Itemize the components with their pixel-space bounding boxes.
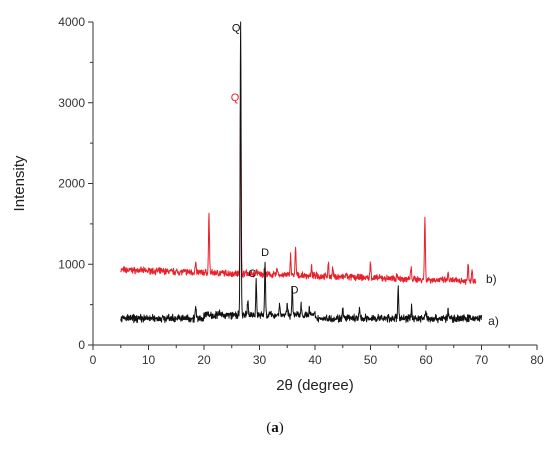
peak-annotation: Q	[231, 92, 240, 104]
y-axis-title: Intensity	[11, 155, 28, 211]
x-tick-label: 10	[142, 353, 156, 367]
figure-caption: (a)	[0, 420, 550, 437]
y-tick-label: 1000	[58, 257, 85, 271]
caption-close: )	[278, 420, 284, 436]
y-tick-label: 0	[78, 338, 85, 352]
series-line-b	[120, 86, 477, 286]
y-tick-label: 3000	[58, 96, 85, 110]
peak-annotation: D	[290, 284, 298, 296]
series-label-b: b)	[486, 272, 497, 286]
x-ticks: 0 10 20 30 40 50 60 70 80	[90, 345, 544, 367]
x-tick-label: 60	[419, 353, 433, 367]
x-tick-label: 30	[253, 353, 267, 367]
series-label-a: a)	[488, 314, 499, 328]
series-line-a	[120, 21, 482, 324]
x-tick-label: 40	[308, 353, 322, 367]
x-tick-label: 0	[90, 353, 97, 367]
y-ticks: 0 1000 2000 3000 4000	[58, 15, 93, 352]
peak-annotation: C	[248, 268, 256, 280]
caption-letter: a	[271, 420, 279, 436]
caption-open: (	[266, 420, 272, 436]
y-tick-label: 2000	[58, 177, 85, 191]
peak-annotation: Q	[232, 23, 241, 35]
y-tick-label: 4000	[58, 15, 85, 29]
x-tick-label: 50	[364, 353, 378, 367]
x-tick-label: 80	[530, 353, 544, 367]
x-tick-label: 20	[197, 353, 211, 367]
x-axis-title: 2θ (degree)	[276, 377, 354, 394]
series-labels: a) b)	[486, 272, 499, 328]
x-tick-label: 70	[475, 353, 489, 367]
peak-annotation: D	[261, 247, 269, 259]
